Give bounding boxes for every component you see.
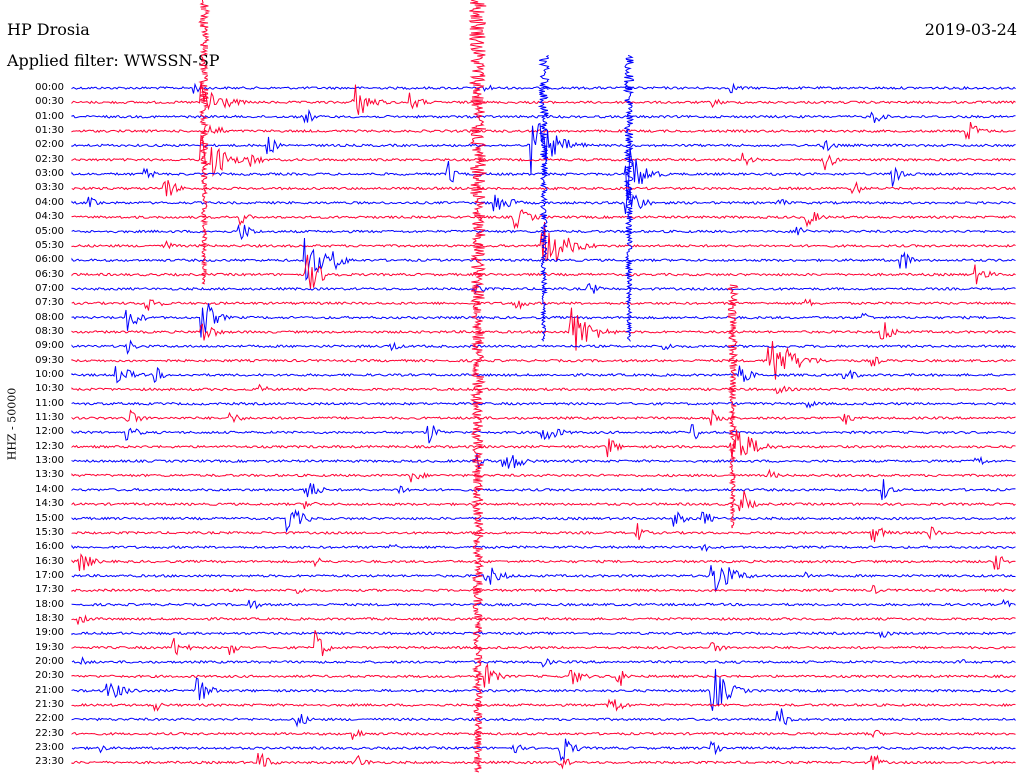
row-label: 19:00	[35, 627, 64, 639]
trace-row	[71, 187, 1016, 215]
row-label: 21:00	[35, 684, 64, 696]
row-label: 04:00	[35, 196, 64, 208]
row-label: 07:00	[35, 282, 64, 294]
trace-row	[71, 121, 1016, 141]
row-label: 18:30	[35, 612, 64, 624]
row-label: 02:00	[35, 139, 64, 151]
row-label: 22:30	[35, 727, 64, 739]
row-label: 13:00	[35, 455, 64, 467]
trace-row	[71, 565, 1016, 593]
row-label: 15:30	[35, 526, 64, 538]
row-label: 00:30	[35, 96, 64, 108]
row-label: 16:30	[35, 555, 64, 567]
row-label: 12:00	[35, 426, 64, 438]
row-label: 05:00	[35, 225, 64, 237]
trace-row	[71, 543, 1016, 553]
row-label: 23:00	[35, 742, 64, 754]
filter-label: Applied filter: WWSSN-SP	[7, 51, 220, 70]
trace-row	[71, 523, 1016, 543]
row-label: 11:30	[35, 412, 64, 424]
row-label: 04:30	[35, 211, 64, 223]
trace-row	[71, 553, 1016, 572]
row-label: 06:30	[35, 268, 64, 280]
station-title: HP Drosia	[7, 20, 90, 39]
trace-row	[71, 134, 1016, 177]
large-event-trace	[537, 54, 551, 342]
trace-row	[71, 752, 1016, 771]
trace-row	[71, 728, 1016, 740]
row-label: 11:00	[35, 397, 64, 409]
trace-row	[71, 237, 1016, 282]
row-label: 09:00	[35, 340, 64, 352]
trace-row	[71, 400, 1016, 409]
row-label: 21:30	[35, 699, 64, 711]
row-label: 18:00	[35, 598, 64, 610]
large-event-trace	[468, 0, 488, 773]
trace-row	[71, 614, 1016, 625]
row-label: 08:00	[35, 311, 64, 323]
trace-row	[71, 630, 1016, 639]
trace-row	[71, 409, 1016, 426]
trace-row	[71, 223, 1016, 241]
trace-row	[71, 630, 1016, 657]
row-label: 17:00	[35, 569, 64, 581]
row-label: 16:00	[35, 541, 64, 553]
row-label: 02:30	[35, 153, 64, 165]
trace-row	[71, 339, 1016, 355]
trace-row	[71, 479, 1016, 501]
row-label: 12:30	[35, 440, 64, 452]
trace-row	[71, 468, 1016, 483]
row-label: 14:00	[35, 483, 64, 495]
row-label: 06:00	[35, 254, 64, 266]
trace-row	[71, 383, 1016, 395]
trace-row	[71, 81, 1016, 115]
row-label: 23:30	[35, 756, 64, 768]
row-label: 01:30	[35, 125, 64, 137]
row-label: 07:30	[35, 297, 64, 309]
trace-row	[71, 108, 1016, 124]
trace-row	[71, 698, 1016, 712]
trace-row	[71, 738, 1016, 762]
row-label: 22:00	[35, 713, 64, 725]
row-label: 13:30	[35, 469, 64, 481]
row-label: 10:00	[35, 369, 64, 380]
trace-row	[71, 656, 1016, 668]
row-label: 14:30	[35, 498, 64, 510]
trace-row	[71, 584, 1016, 595]
row-label: 10:30	[35, 383, 64, 395]
trace-row	[71, 598, 1016, 610]
row-label: 20:00	[35, 656, 64, 667]
trace-row	[71, 365, 1016, 384]
row-label: 05:30	[35, 239, 64, 251]
row-label: 15:00	[35, 512, 64, 524]
row-label: 01:00	[35, 110, 64, 122]
row-label: 08:30	[35, 325, 64, 337]
trace-row	[71, 508, 1016, 533]
trace-row	[71, 282, 1016, 294]
trace-row	[71, 341, 1016, 380]
trace-row	[71, 424, 1016, 444]
row-label: 17:30	[35, 584, 64, 596]
trace-row	[71, 429, 1016, 459]
trace-row	[71, 453, 1016, 470]
row-label: 20:30	[35, 670, 64, 682]
large-event-trace	[726, 284, 739, 529]
trace-row	[71, 180, 1016, 197]
trace-row	[71, 490, 1016, 512]
row-label: 03:00	[35, 168, 64, 180]
row-label: 03:30	[35, 182, 64, 194]
date-label: 2019-03-24	[924, 20, 1017, 39]
trace-row	[71, 708, 1016, 728]
trace-row	[71, 668, 1016, 711]
trace-row	[71, 82, 1016, 94]
trace-row	[71, 662, 1016, 688]
large-event-trace	[622, 54, 635, 342]
large-event-trace	[198, 0, 211, 285]
row-label: 09:30	[35, 354, 64, 366]
row-label: 00:00	[35, 82, 64, 93]
row-label: 19:30	[35, 641, 64, 653]
